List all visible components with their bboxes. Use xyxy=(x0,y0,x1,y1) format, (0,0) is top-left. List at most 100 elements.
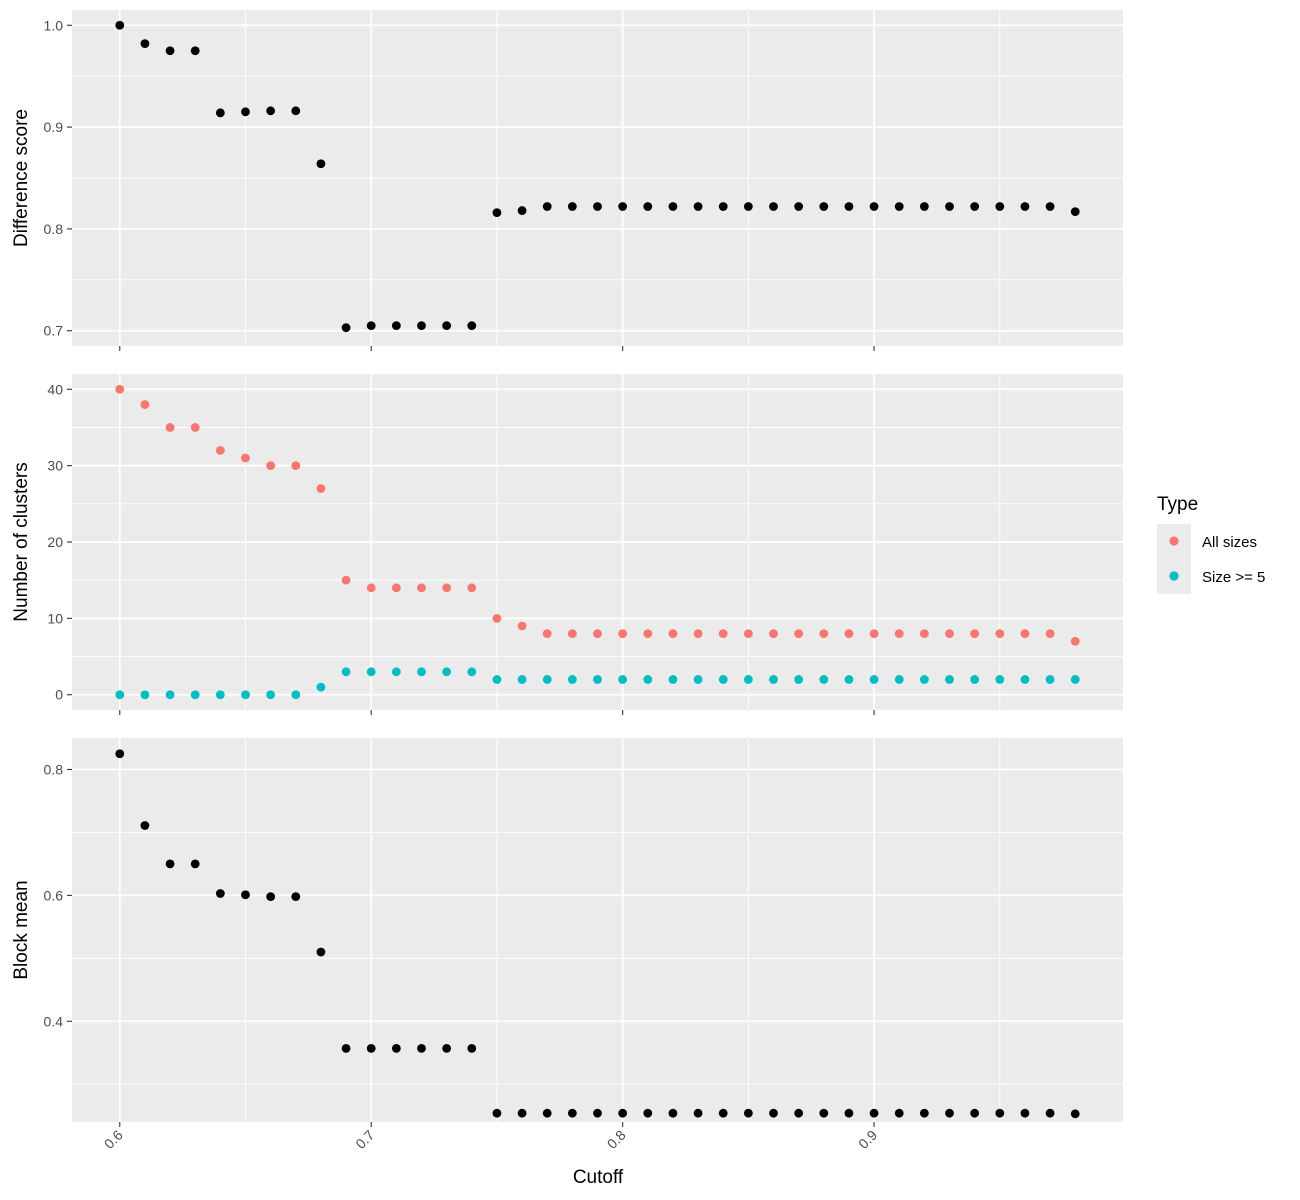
data-point xyxy=(341,667,351,677)
data-point xyxy=(1045,629,1055,639)
data-point xyxy=(593,1108,602,1118)
data-point xyxy=(391,1043,401,1053)
data-point xyxy=(743,1108,753,1118)
data-point xyxy=(995,629,1005,639)
data-point xyxy=(743,202,753,211)
data-point xyxy=(567,629,577,639)
data-point xyxy=(140,400,150,409)
data-point xyxy=(844,675,854,684)
data-point xyxy=(819,1108,829,1118)
data-point xyxy=(215,690,225,700)
data-point xyxy=(919,1108,929,1118)
data-point xyxy=(316,947,326,957)
data-point xyxy=(693,629,703,639)
data-point xyxy=(291,106,301,116)
data-point xyxy=(266,690,276,700)
data-point xyxy=(919,629,929,639)
data-point xyxy=(341,323,351,333)
data-point xyxy=(215,889,225,898)
data-point xyxy=(115,690,125,700)
data-point xyxy=(718,202,728,211)
data-point xyxy=(593,675,602,684)
data-point xyxy=(643,629,653,639)
data-point xyxy=(1070,207,1080,217)
y-tick-label: 0.8 xyxy=(44,761,64,777)
data-point xyxy=(366,583,376,593)
data-point xyxy=(190,46,200,56)
data-point xyxy=(1070,636,1080,646)
x-axis-title: Cutoff xyxy=(573,1167,624,1188)
data-point xyxy=(769,202,778,211)
data-point xyxy=(341,1043,351,1053)
data-point xyxy=(291,892,301,902)
data-point xyxy=(241,690,250,700)
data-point xyxy=(442,1043,452,1053)
data-point xyxy=(115,749,125,759)
data-point xyxy=(442,583,452,593)
y-tick-label: 10 xyxy=(47,610,63,626)
data-point xyxy=(819,202,829,211)
data-point xyxy=(718,629,728,639)
data-point xyxy=(593,202,602,211)
y-tick-label: 0.9 xyxy=(44,119,64,135)
data-point xyxy=(542,629,552,639)
data-point xyxy=(693,1108,703,1118)
data-point xyxy=(819,629,829,639)
data-point xyxy=(945,675,954,684)
data-point xyxy=(291,461,301,471)
data-point xyxy=(266,461,276,471)
data-point xyxy=(844,629,854,639)
data-point xyxy=(417,667,426,677)
panel-clusters: 0 10 20 30 40 Number of clusters xyxy=(11,374,1123,715)
data-point xyxy=(165,690,175,700)
data-point xyxy=(467,321,477,331)
data-point xyxy=(743,675,753,684)
data-point xyxy=(241,890,250,900)
data-point xyxy=(517,1108,527,1118)
data-point xyxy=(215,445,225,455)
data-point xyxy=(1045,675,1055,684)
data-point xyxy=(542,1108,552,1118)
y-axis-title: Number of clusters xyxy=(11,462,32,621)
data-point xyxy=(693,202,703,211)
data-point xyxy=(316,159,326,169)
data-point xyxy=(618,1108,628,1118)
data-point xyxy=(467,1043,477,1053)
legend-key-size-ge-5 xyxy=(1169,571,1179,581)
data-point xyxy=(442,321,452,331)
data-point xyxy=(945,1108,954,1118)
data-point xyxy=(190,859,200,869)
data-point xyxy=(366,667,376,677)
data-point xyxy=(668,629,678,639)
data-point xyxy=(1070,675,1080,684)
panel-background xyxy=(72,738,1123,1122)
data-point xyxy=(215,108,225,118)
data-point xyxy=(467,583,477,593)
legend-label-size-ge-5: Size >= 5 xyxy=(1202,569,1265,586)
data-point xyxy=(869,202,879,211)
data-point xyxy=(844,202,854,211)
data-point xyxy=(618,629,628,639)
data-point xyxy=(869,629,879,639)
y-tick-label: 1.0 xyxy=(44,17,64,33)
data-point xyxy=(442,667,452,677)
data-point xyxy=(794,1108,804,1118)
data-point xyxy=(417,583,426,593)
data-point xyxy=(492,613,502,623)
data-point xyxy=(567,202,577,211)
data-point xyxy=(718,675,728,684)
data-point xyxy=(618,202,628,211)
data-point xyxy=(894,675,904,684)
data-point xyxy=(693,675,703,684)
data-point xyxy=(668,202,678,211)
data-point xyxy=(391,321,401,331)
data-point xyxy=(794,675,804,684)
data-point xyxy=(894,629,904,639)
data-point xyxy=(366,1043,376,1053)
panels: 0.7 0.8 0.9 1.0 Difference score 0 10 20 30 40 Num… xyxy=(11,10,1123,1152)
data-point xyxy=(769,1108,778,1118)
data-point xyxy=(391,583,401,593)
data-point xyxy=(970,202,980,211)
